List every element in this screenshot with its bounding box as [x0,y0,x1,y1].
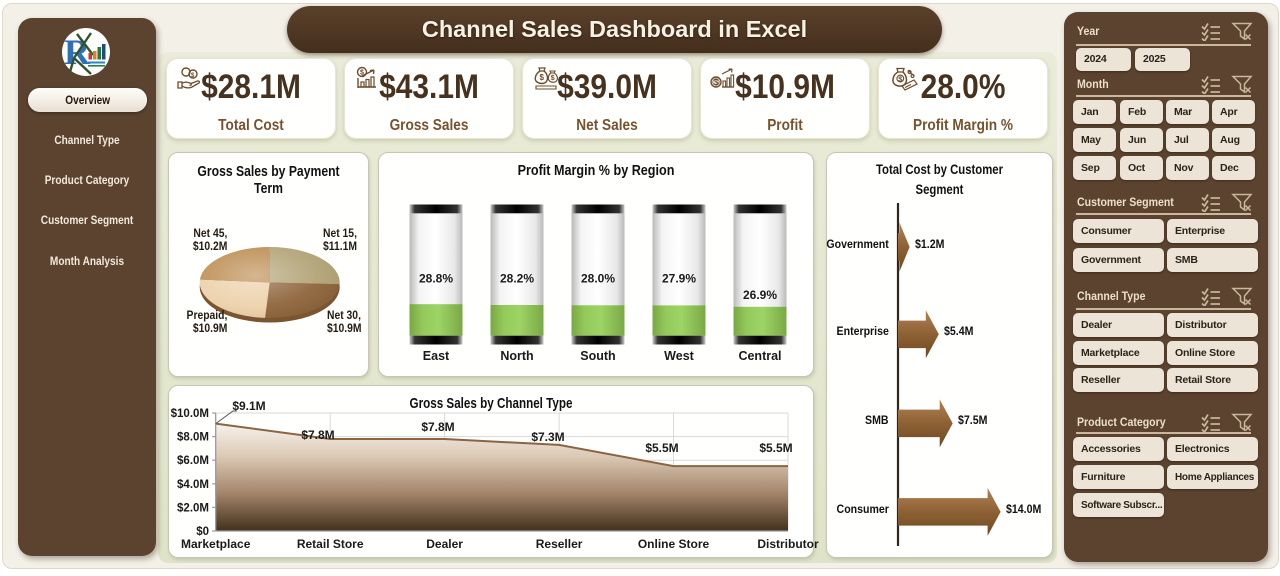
svg-text:$6.0M: $6.0M [177,455,209,467]
svg-text:26.9%: 26.9% [743,288,777,302]
svg-text:$8.0M: $8.0M [177,432,209,444]
svg-text:Marketplace: Marketplace [181,537,251,551]
svg-text:$2.0M: $2.0M [177,502,209,514]
svg-text:$: $ [360,70,364,77]
svg-text:Dealer: Dealer [426,537,463,551]
svg-text:North: North [500,349,533,363]
svg-text:$: $ [191,73,195,79]
svg-text:Online Store: Online Store [638,537,710,551]
svg-text:$: $ [540,73,545,82]
svg-text:$7.8M: $7.8M [301,428,334,442]
svg-text:West: West [664,349,694,363]
svg-text:$: $ [714,78,719,87]
svg-text:Reseller: Reseller [536,537,583,551]
svg-text:$0: $0 [196,526,209,538]
svg-text:28.0%: 28.0% [581,272,615,286]
svg-text:27.9%: 27.9% [662,272,696,286]
svg-text:$5.5M: $5.5M [759,441,792,455]
svg-text:$10.0M: $10.0M [171,408,209,420]
svg-text:$4.0M: $4.0M [177,479,209,491]
svg-text:Distributor: Distributor [757,537,819,551]
svg-text:$: $ [551,75,555,82]
svg-text:$7.8M: $7.8M [421,420,454,434]
svg-text:South: South [580,349,615,363]
svg-text:28.8%: 28.8% [419,272,453,286]
svg-text:Gross Sales by Channel Type: Gross Sales by Channel Type [410,395,573,412]
svg-text:28.2%: 28.2% [500,272,534,286]
svg-text:$7.3M: $7.3M [531,430,564,444]
svg-text:$: $ [898,74,903,83]
svg-text:$9.1M: $9.1M [232,399,265,413]
svg-text:East: East [423,349,450,363]
svg-text:Retail Store: Retail Store [297,537,364,551]
svg-text:$5.5M: $5.5M [645,441,678,455]
svg-text:Central: Central [738,349,781,363]
